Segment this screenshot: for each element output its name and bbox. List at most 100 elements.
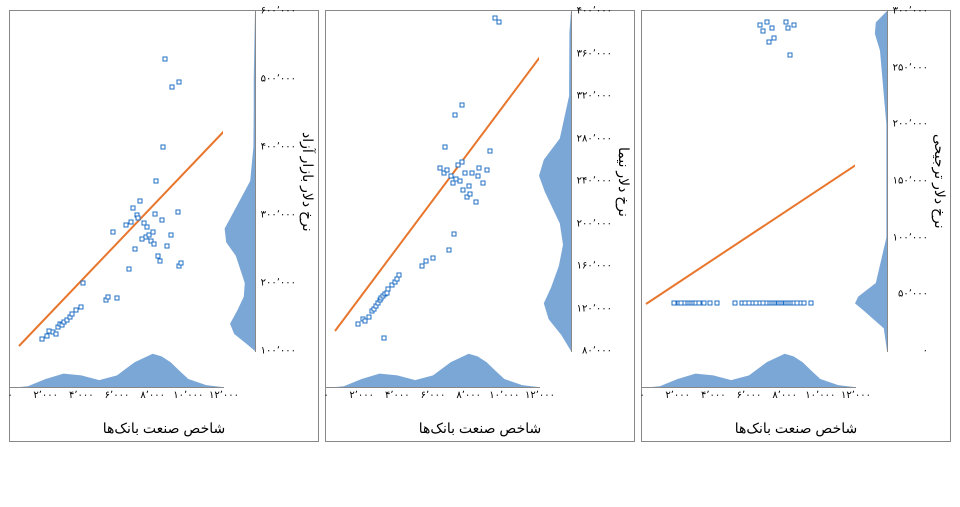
y-tick: ۰ [923,346,928,357]
scatter-plot [10,11,223,351]
regression-line [334,56,539,331]
x-tick: ۲٬۰۰۰ [349,390,374,401]
data-point [40,336,45,341]
y-tick: ۱۰۰٬۰۰۰ [893,232,928,243]
y-marginal-density [223,11,256,352]
data-point [463,170,468,175]
y-tick: ۲۴۰٬۰۰۰ [577,176,612,187]
x-axis: ۰۲٬۰۰۰۴٬۰۰۰۶٬۰۰۰۸٬۰۰۰۱۰٬۰۰۰۱۲٬۰۰۰ [642,388,856,406]
data-point [461,187,466,192]
x-tick: ۲٬۰۰۰ [33,390,58,401]
x-tick: ۱۲٬۰۰۰ [841,390,871,401]
data-point [764,20,769,25]
data-point [159,218,164,223]
data-point [697,301,702,306]
data-point [111,230,116,235]
chart-panels: نرخ دلار بازار آزاد۱۰۰٬۰۰۰۲۰۰٬۰۰۰۳۰۰٬۰۰۰… [10,10,950,442]
x-marginal-density [326,352,540,388]
x-tick: ۸٬۰۰۰ [456,390,481,401]
data-point [466,184,471,189]
data-point [161,145,166,150]
data-point [488,149,493,154]
data-point [452,232,457,237]
data-point [450,181,455,186]
x-tick: ۸٬۰۰۰ [140,390,165,401]
y-tick: ۶۰۰٬۰۰۰ [261,6,296,17]
data-point [395,276,400,281]
x-axis: ۰۲٬۰۰۰۴٬۰۰۰۶٬۰۰۰۸٬۰۰۰۱۰٬۰۰۰۱۲٬۰۰۰ [326,388,540,406]
y-tick: ۴۰۰٬۰۰۰ [577,6,612,17]
data-point [150,230,155,235]
data-point [784,20,789,25]
x-tick: ۶٬۰۰۰ [105,390,130,401]
data-point [157,259,162,264]
data-point [496,19,501,24]
x-tick: ۰ [323,390,328,401]
data-point [397,272,402,277]
data-point [473,200,478,205]
data-point [475,173,480,178]
y-tick: ۵۰٬۰۰۰ [898,289,928,300]
x-tick: ۱۰٬۰۰۰ [489,390,519,401]
x-marginal-density [642,352,856,388]
data-point [761,29,766,34]
data-point [791,22,796,27]
data-point [443,145,448,150]
data-point [786,26,791,31]
data-point [132,247,137,252]
data-point [54,332,59,337]
data-point [73,308,78,313]
data-point [106,294,111,299]
x-tick: ۱۰٬۰۰۰ [805,390,835,401]
data-point [766,39,771,44]
data-point [175,209,180,214]
y-marginal-density [539,11,572,352]
y-tick: ۲۵۰٬۰۰۰ [893,62,928,73]
data-point [79,304,84,309]
x-axis: ۰۲٬۰۰۰۴٬۰۰۰۶٬۰۰۰۸٬۰۰۰۱۰٬۰۰۰۱۲٬۰۰۰ [10,388,224,406]
data-point [672,301,677,306]
data-point [138,199,143,204]
data-point [164,243,169,248]
data-point [484,168,489,173]
y-tick: ۱۵۰٬۰۰۰ [893,176,928,187]
data-point [707,301,712,306]
data-point [771,36,776,41]
data-point [788,53,793,58]
y-tick: ۲۰۰٬۰۰۰ [261,278,296,289]
data-point [714,301,719,306]
data-point [168,233,173,238]
x-axis-label: شاخص صنعت بانک‌ها [10,406,318,441]
data-point [45,334,50,339]
data-point [156,253,161,258]
data-point [145,225,150,230]
data-point [453,113,458,118]
data-point [423,258,428,263]
data-point [470,170,475,175]
y-axis: ۸۰٬۰۰۰۱۲۰٬۰۰۰۱۶۰٬۰۰۰۲۰۰٬۰۰۰۲۴۰٬۰۰۰۲۸۰٬۰۰… [572,11,614,352]
data-point [170,85,175,90]
x-tick: ۶٬۰۰۰ [737,390,762,401]
y-tick: ۱۶۰٬۰۰۰ [577,261,612,272]
data-point [457,179,462,184]
x-axis-label: شاخص صنعت بانک‌ها [326,406,634,441]
y-tick: ۳۲۰٬۰۰۰ [577,91,612,102]
y-axis: ۱۰۰٬۰۰۰۲۰۰٬۰۰۰۳۰۰٬۰۰۰۴۰۰٬۰۰۰۵۰۰٬۰۰۰۶۰۰٬۰… [256,11,298,352]
data-point [366,315,371,320]
x-tick: ۴٬۰۰۰ [385,390,410,401]
data-point [154,179,159,184]
data-point [153,211,158,216]
x-tick: ۰ [639,390,644,401]
x-tick: ۸٬۰۰۰ [772,390,797,401]
data-point [445,168,450,173]
x-tick: ۴٬۰۰۰ [69,390,94,401]
data-point [447,248,452,253]
data-point [115,295,120,300]
data-point [420,264,425,269]
regression-line [18,130,223,346]
scatter-plot [642,11,855,351]
y-tick: ۳۰۰٬۰۰۰ [893,6,928,17]
data-point [770,26,775,31]
y-marginal-density [855,11,888,352]
data-point [363,319,368,324]
